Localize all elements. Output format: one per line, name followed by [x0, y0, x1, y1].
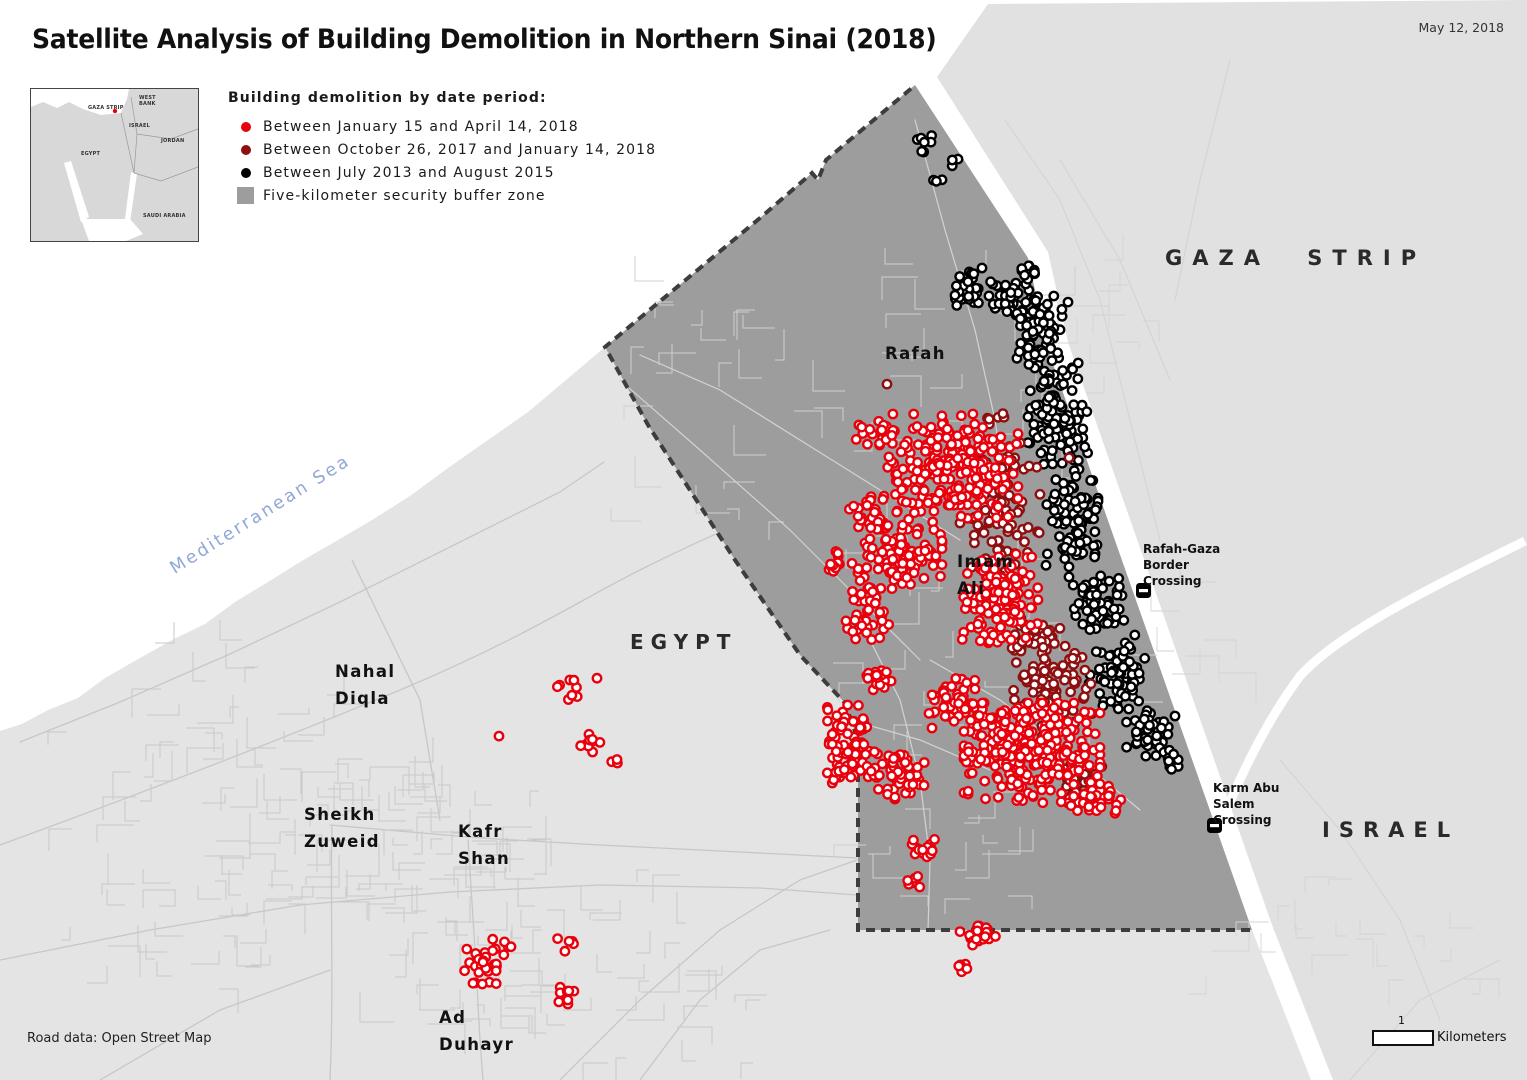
scalebar [1372, 1030, 1434, 1046]
buffer-zone-swatch [237, 187, 254, 204]
inset-borders [120, 96, 198, 182]
inset-red-sea [81, 219, 143, 241]
region-label-israel: ISRAEL [1322, 818, 1460, 842]
old-dot-swatch [241, 167, 251, 178]
inset-mediterranean-sea [31, 89, 129, 115]
place-label-nahal-diqla: Nahal Diqla [335, 662, 396, 708]
inset-land [31, 89, 198, 241]
region-label-egypt: EGYPT [630, 630, 738, 654]
page-title: Satellite Analysis of Building Demolitio… [32, 24, 937, 55]
place-label-kafr-shan: Kafr Shan [458, 822, 511, 868]
inset-label-israel: ISRAEL [129, 123, 151, 129]
inset-gulf-of-aqaba [125, 172, 137, 222]
road-data-credit: Road data: Open Street Map [27, 1031, 212, 1046]
mid-dot-swatch [241, 144, 251, 155]
place-label-imam-ali: Imam Ali [957, 552, 1015, 598]
inset-label-bank: BANK [139, 101, 156, 107]
karm-abu-salem-crossing-icon [1207, 818, 1222, 833]
rafah-gaza-crossing-label: Rafah-Gaza Border Crossing [1143, 542, 1221, 588]
date-label: May 12, 2018 [1418, 20, 1504, 35]
gaza-israel-landmass [937, 0, 1527, 1080]
region-label-gaza: GAZA STRIP [1165, 246, 1427, 270]
inset-label-egypt: EGYPT [81, 151, 100, 157]
recent-dot-swatch [241, 121, 251, 132]
buffer-road-mesh [610, 248, 1090, 914]
inset-label-west: WEST [139, 95, 156, 101]
inset-label-jordan: JORDAN [160, 138, 184, 144]
gaza-israel-border [1214, 536, 1527, 830]
karm-abu-salem-crossing-label: Karm Abu Salem Crossing [1213, 781, 1280, 827]
legend-heading: Building demolition by date period: [228, 90, 547, 106]
scalebar-unit: Kilometers [1437, 1030, 1507, 1045]
legend-item-label: Five-kilometer security buffer zone [263, 187, 546, 204]
legend-item-label: Between January 15 and April 14, 2018 [263, 118, 579, 135]
scalebar-value: 1 [1398, 1014, 1405, 1027]
legend-item-old: Between July 2013 and August 2015 [228, 161, 656, 184]
legend: Building demolition by date period: Betw… [228, 90, 656, 207]
rafah-gaza-crossing-icon [1136, 583, 1151, 598]
place-label-ad-duhayr: Ad Duhayr [439, 1008, 515, 1054]
place-label-sheikh-zuweid: Sheikh Zuweid [304, 805, 381, 851]
place-label-rafah: Rafah [885, 344, 946, 363]
inset-location-dot [112, 108, 118, 114]
legend-item-label: Between July 2013 and August 2015 [263, 164, 555, 181]
inset-locator-map: GAZA STRIP WEST BANK ISRAEL JORDAN EGYPT… [30, 88, 199, 242]
demolition-dots-layer [459, 130, 1184, 1010]
road-network [0, 461, 871, 1080]
legend-item-recent: Between January 15 and April 14, 2018 [228, 115, 656, 138]
legend-item-buffer: Five-kilometer security buffer zone [228, 184, 656, 207]
legend-item-label: Between October 26, 2017 and January 14,… [263, 141, 657, 158]
inset-gulf-of-suez [64, 161, 89, 222]
inset-label-saudi-arabia: SAUDI ARABIA [143, 213, 186, 219]
legend-item-mid: Between October 26, 2017 and January 14,… [228, 138, 656, 161]
inset-label-gaza-strip: GAZA STRIP [88, 105, 124, 111]
